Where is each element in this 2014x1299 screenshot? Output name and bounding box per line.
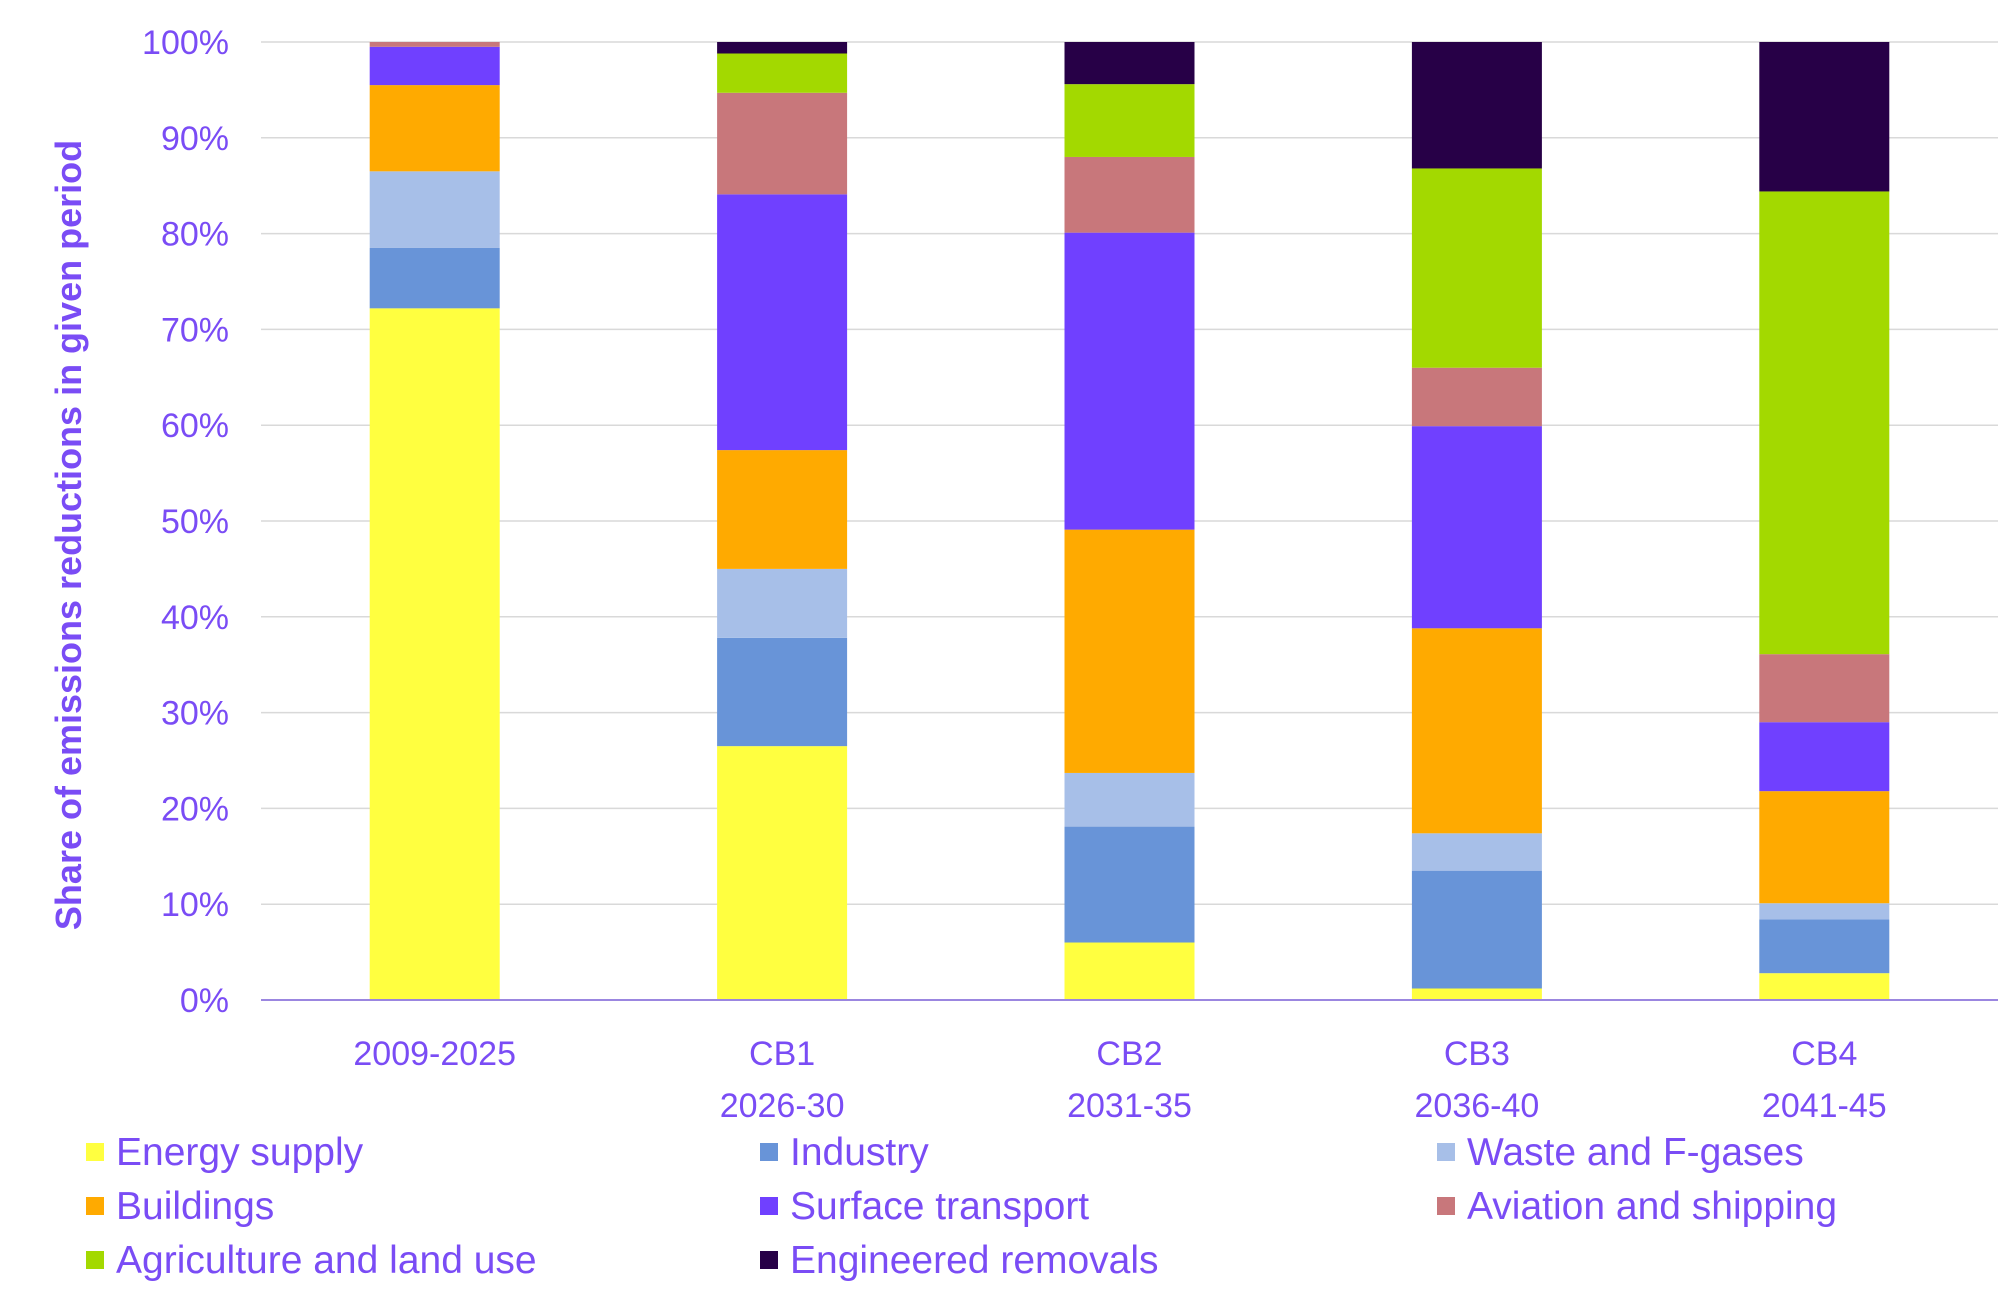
bar-segment [717,450,848,569]
bar-segment [369,171,500,248]
x-tick-label: 2031-35 [1067,1087,1192,1125]
y-tick-label: 0% [180,982,229,1020]
bar-segment [1411,833,1542,871]
bar-segment [717,568,848,638]
legend-swatch [760,1251,778,1269]
bar-segment [1759,903,1890,920]
legend-label: Energy supply [116,1131,364,1174]
y-axis-label: Share of emissions reductions in given p… [48,140,89,930]
x-tick-label: CB2 [1096,1035,1162,1073]
legend-label: Industry [790,1131,929,1174]
bars [369,42,1890,1001]
legend-label: Aviation and shipping [1467,1185,1837,1228]
x-tick-label: CB4 [1791,1035,1857,1073]
bar-segment [1411,168,1542,368]
bar-segment [717,194,848,451]
bar-segment [1064,84,1195,157]
y-tick-label: 60% [161,407,229,445]
bar-segment [1759,42,1890,192]
bar-segment [369,46,500,86]
legend-label: Buildings [116,1185,274,1228]
bar-segment [1064,772,1195,827]
legend-label: Surface transport [790,1185,1089,1228]
x-tick-label: 2026-30 [720,1087,845,1125]
bar-segment [1064,156,1195,233]
legend-label: Agriculture and land use [116,1239,537,1282]
legend-label: Engineered removals [790,1239,1159,1282]
bar-segment [717,92,848,195]
x-tick-labels: 2009-2025 CB1 2026-30 CB2 2031-35 CB3 2036-40 C… [353,1035,1886,1125]
legend-swatch [1437,1197,1455,1215]
bar-segment [717,53,848,93]
legend-label: Waste and F-gases [1467,1131,1804,1174]
bar-segment [1759,919,1890,974]
bar-segment [1759,791,1890,904]
y-tick-label: 80% [161,216,229,254]
bar-segment [1411,42,1542,169]
bar-segment [1411,426,1542,629]
legend: Energy supply Industry Waste and F-gases Bu… [86,1131,1837,1282]
x-tick-label: 2036-40 [1415,1087,1540,1125]
bar-segment [1064,42,1195,85]
bar-segment [369,85,500,172]
y-tick-labels: 0% 10% 20% 30% 40% 50% 60% 70% 80% 90% 100% [142,24,229,1020]
x-tick-label: 2041-45 [1762,1087,1887,1125]
bar-segment [369,308,500,1001]
legend-swatch [86,1197,104,1215]
bar-segment [1064,942,1195,1000]
y-tick-label: 20% [161,790,229,828]
bar-segment [1064,826,1195,943]
legend-swatch [1437,1143,1455,1161]
y-tick-label: 40% [161,599,229,637]
y-tick-label: 30% [161,695,229,733]
bar-segment [1411,367,1542,427]
bar-segment [1411,988,1542,1000]
bar-segment [717,637,848,747]
bar-segment [717,746,848,1000]
bar-segment [717,42,848,54]
x-tick-label: CB1 [749,1035,815,1073]
y-tick-label: 70% [161,311,229,349]
y-tick-label: 90% [161,120,229,158]
bar-segment [1411,628,1542,834]
bar-segment [1759,722,1890,792]
bar-segment [369,247,500,309]
bar-segment [1759,973,1890,1000]
legend-swatch [86,1251,104,1269]
bar-segment [1759,654,1890,723]
x-tick-label: CB3 [1444,1035,1510,1073]
bar-segment [1759,191,1890,655]
legend-swatch [86,1143,104,1161]
bar-segment [1064,232,1195,530]
bar-segment [1411,870,1542,989]
y-tick-label: 50% [161,503,229,541]
y-tick-label: 100% [142,24,229,62]
x-tick-label: 2009-2025 [353,1035,516,1073]
bar-segment [1064,529,1195,773]
y-tick-label: 10% [161,886,229,924]
bar-segment [369,42,500,47]
legend-swatch [760,1143,778,1161]
legend-swatch [760,1197,778,1215]
